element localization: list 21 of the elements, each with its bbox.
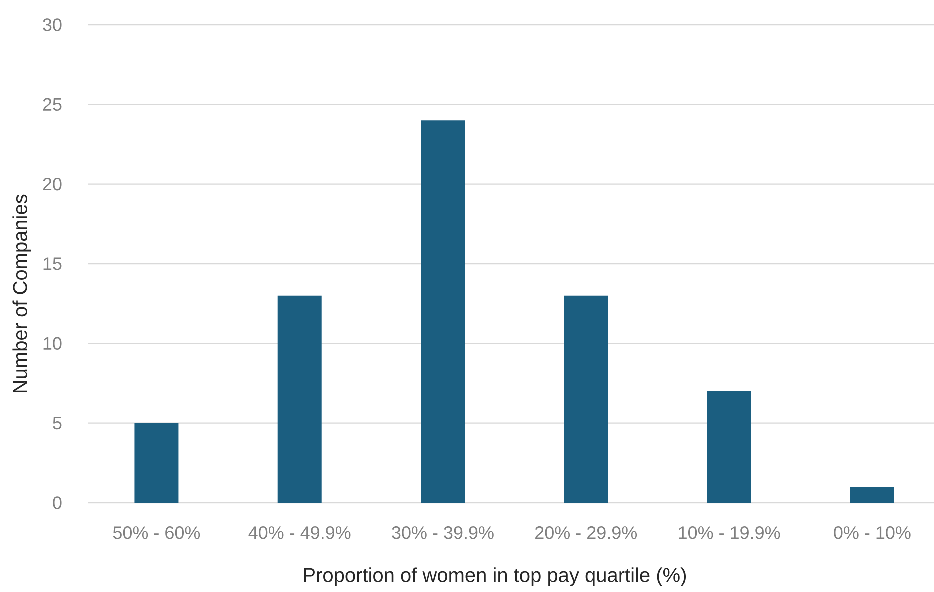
x-tick-label: 50% - 60% — [113, 526, 200, 540]
bar — [707, 391, 752, 503]
bar — [564, 296, 608, 503]
x-axis-title: Proportion of women in top pay quartile (%) — [304, 568, 686, 586]
y-tick-label: 20 — [43, 178, 62, 191]
bar — [278, 296, 322, 503]
bar — [850, 487, 894, 503]
bar — [134, 423, 179, 503]
y-tick-label: 15 — [44, 258, 62, 270]
x-tick-label: 0% - 10% — [834, 526, 911, 540]
x-tick-label: 30% - 39.9% — [392, 526, 494, 540]
x-tick-label: 40% - 49.9% — [248, 526, 351, 540]
y-tick-label: 25 — [43, 98, 62, 112]
y-tick-label: 0 — [53, 496, 62, 510]
bar — [421, 120, 466, 503]
y-axis-title: Number of Companies — [12, 194, 32, 393]
y-tick-label: 30 — [43, 18, 62, 32]
x-tick-label: 10% - 19.9% — [679, 526, 780, 540]
x-tick-label: 20% - 29.9% — [536, 526, 638, 540]
y-tick-label: 10 — [44, 337, 62, 350]
y-tick-label: 5 — [53, 417, 62, 430]
